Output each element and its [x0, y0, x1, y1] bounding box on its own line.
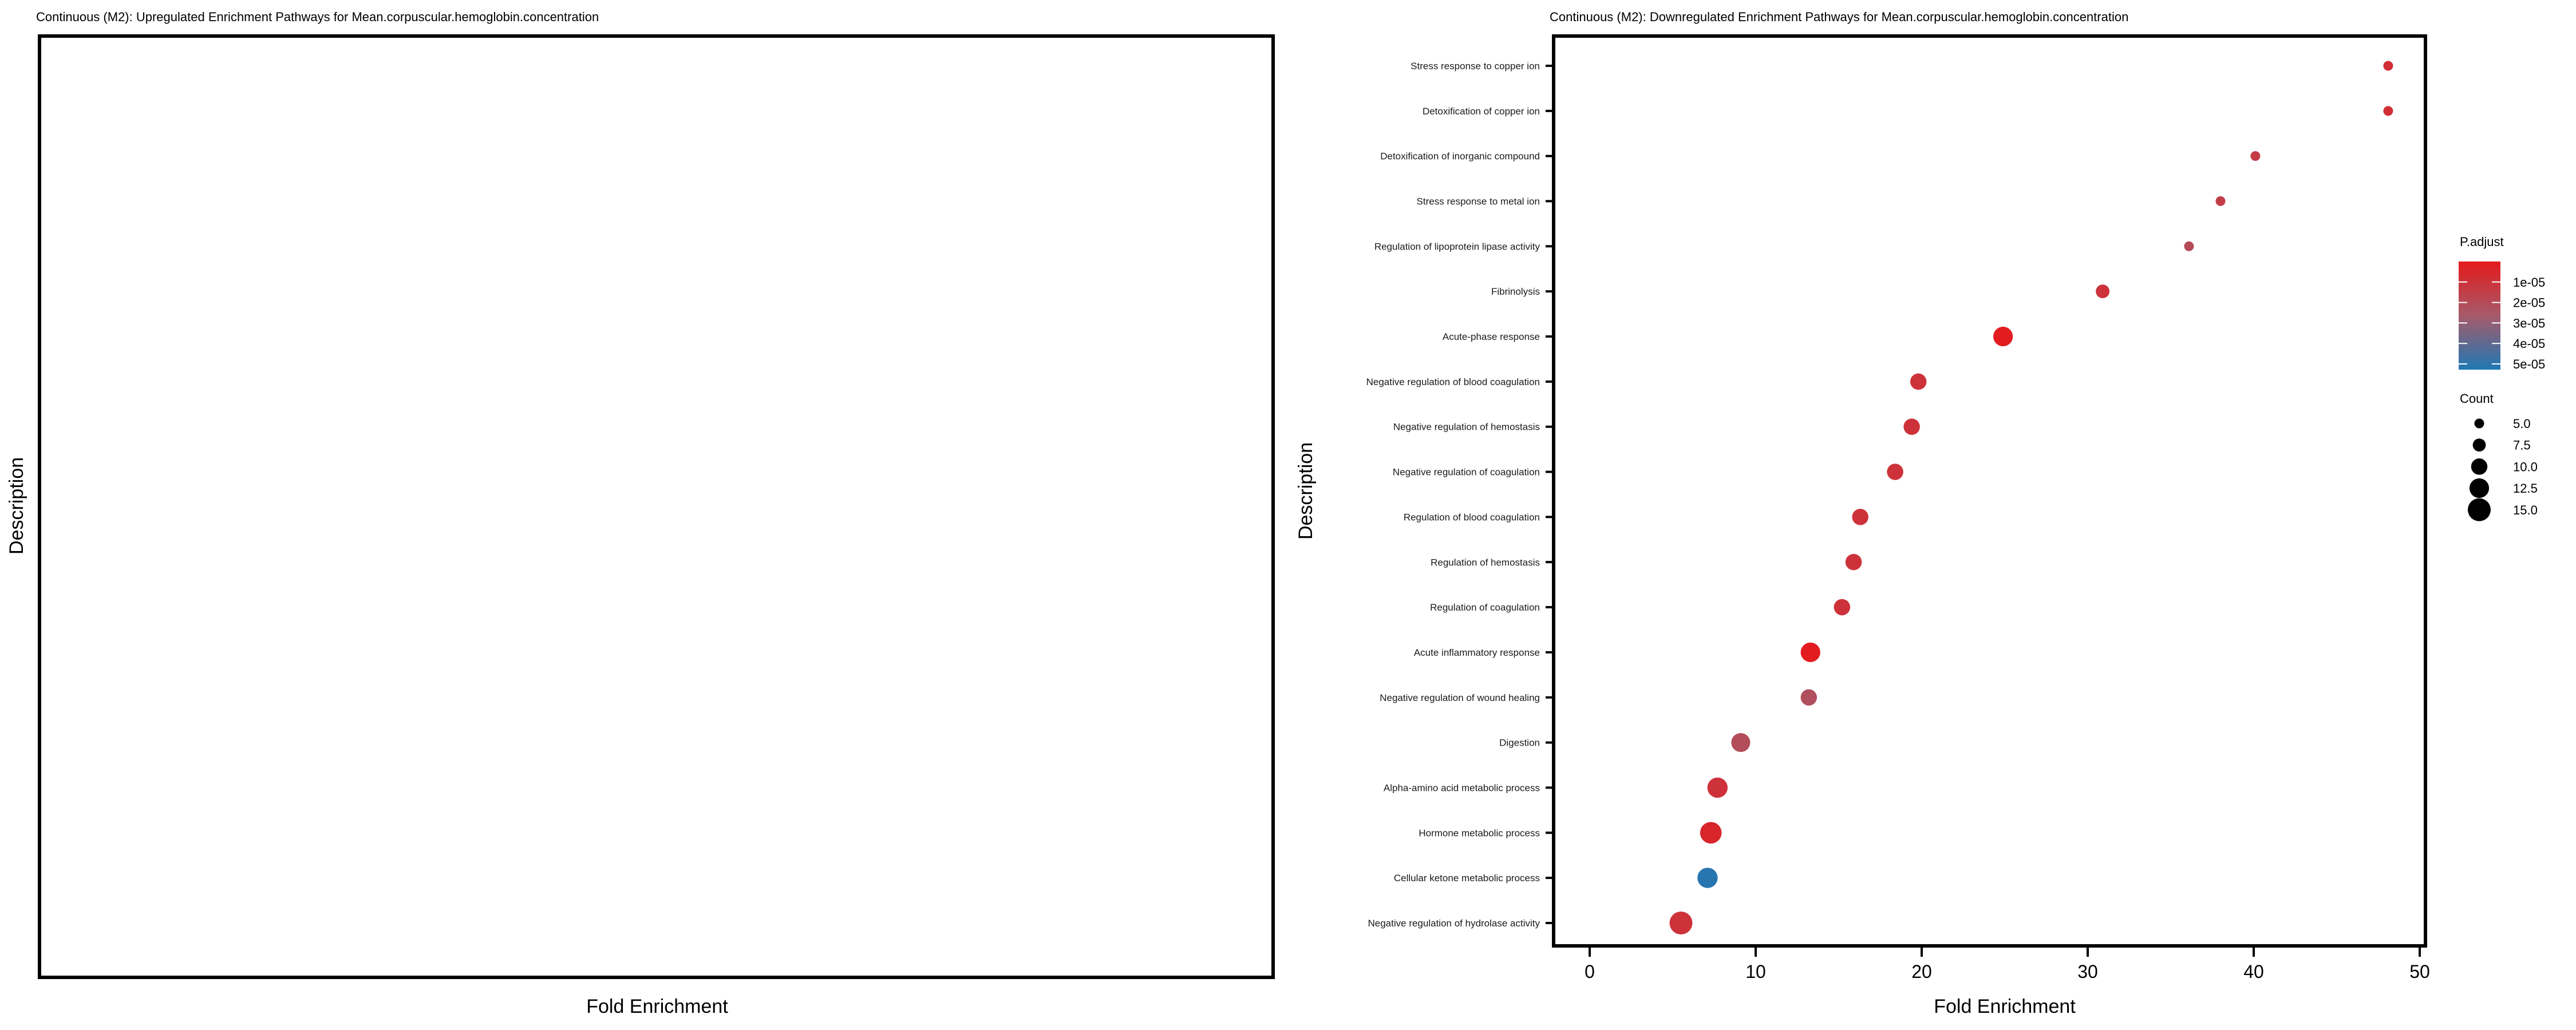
- size-key-label: 15.0: [2513, 503, 2538, 517]
- data-point: [1697, 867, 1718, 888]
- data-point: [1910, 373, 1927, 390]
- x-tick-label: 20: [1911, 961, 1932, 982]
- y-tick-label: Regulation of blood coagulation: [1404, 512, 1540, 522]
- right-y-axis-title: Description: [1295, 442, 1317, 540]
- y-tick-label: Negative regulation of hemostasis: [1393, 422, 1540, 433]
- color-tick-label: 4e-05: [2513, 336, 2545, 351]
- data-point: [1669, 912, 1693, 934]
- right-x-axis-title: Fold Enrichment: [1934, 996, 2076, 1017]
- y-tick-label: Negative regulation of coagulation: [1393, 467, 1540, 478]
- data-point: [1887, 464, 1903, 480]
- data-points: [1669, 61, 2393, 934]
- data-point: [1700, 822, 1722, 844]
- data-point: [1800, 642, 1820, 663]
- data-point: [1852, 509, 1868, 525]
- size-key-label: 5.0: [2513, 417, 2531, 431]
- y-tick-label: Negative regulation of blood coagulation: [1366, 377, 1540, 387]
- y-tick-label: Stress response to metal ion: [1417, 196, 1540, 207]
- data-point: [1993, 326, 2013, 347]
- color-bar: [2459, 262, 2500, 370]
- color-tick-label: 3e-05: [2513, 316, 2545, 330]
- y-tick-label: Regulation of hemostasis: [1431, 557, 1540, 568]
- size-key-label: 12.5: [2513, 481, 2538, 496]
- y-tick-label: Hormone metabolic process: [1419, 827, 1540, 838]
- y-tick-label: Negative regulation of wound healing: [1380, 692, 1540, 703]
- y-tick-label: Negative regulation of hydrolase activit…: [1368, 918, 1540, 929]
- size-key-label: 7.5: [2513, 438, 2531, 453]
- left-panel-title: Continuous (M2): Upregulated Enrichment …: [36, 10, 599, 24]
- x-tick-label: 50: [2409, 961, 2430, 982]
- data-point: [2096, 284, 2110, 299]
- color-tick-label: 2e-05: [2513, 296, 2545, 310]
- y-tick-label: Detoxification of inorganic compound: [1380, 151, 1540, 162]
- y-axis-labels: Stress response to copper ion Detoxificat…: [1366, 61, 1554, 929]
- y-tick-label: Fibrinolysis: [1491, 286, 1540, 297]
- y-tick-label: Alpha-amino acid metabolic process: [1384, 782, 1540, 793]
- left-plot-area: [38, 34, 1275, 979]
- y-tick-label: Regulation of lipoprotein lipase activit…: [1374, 241, 1540, 252]
- left-y-axis-title: Description: [6, 457, 27, 554]
- data-point: [1800, 689, 1818, 706]
- right-plot-area: [1552, 34, 2427, 948]
- right-panel: Continuous (M2): Downregulated Enrichmen…: [1295, 10, 2430, 1017]
- data-point: [2383, 106, 2393, 116]
- size-legend-keys: 5.0 7.5 10.0 12.5 15.0: [2468, 417, 2538, 521]
- x-tick-label: 30: [2077, 961, 2098, 982]
- y-tick-label: Acute-phase response: [1443, 331, 1540, 342]
- left-panel: Continuous (M2): Upregulated Enrichment …: [6, 10, 1275, 1017]
- y-tick-label: Digestion: [1499, 738, 1540, 748]
- x-tick-label: 0: [1585, 961, 1595, 982]
- size-key-dot: [2471, 458, 2488, 475]
- color-legend-title: P.adjust: [2460, 235, 2504, 249]
- x-tick-label: 10: [1745, 961, 1766, 982]
- data-point: [2215, 196, 2226, 207]
- y-tick-label: Cellular ketone metabolic process: [1394, 873, 1540, 884]
- data-point: [2184, 241, 2194, 251]
- legend: P.adjust 1e-05 2e-05 3e-05 4e-05 5e-05 Count…: [2459, 235, 2545, 521]
- y-tick-label: Stress response to copper ion: [1411, 61, 1540, 72]
- data-point: [1903, 418, 1920, 435]
- right-panel-title: Continuous (M2): Downregulated Enrichmen…: [1550, 10, 2128, 24]
- y-tick-label: Acute inflammatory response: [1414, 647, 1540, 658]
- color-tick-label: 5e-05: [2513, 357, 2545, 371]
- data-point: [1845, 554, 1862, 571]
- data-point: [1731, 733, 1751, 752]
- size-legend-title: Count: [2460, 391, 2494, 406]
- data-point: [2250, 151, 2261, 161]
- color-legend-ticks: 1e-05 2e-05 3e-05 4e-05 5e-05: [2459, 275, 2545, 371]
- y-tick-label: Detoxification of copper ion: [1423, 106, 1540, 117]
- size-key-dot: [2468, 498, 2491, 521]
- data-point: [1707, 777, 1728, 798]
- y-tick-label: Regulation of coagulation: [1430, 602, 1540, 613]
- size-key-label: 10.0: [2513, 459, 2538, 474]
- size-key-dot: [2474, 418, 2484, 429]
- size-key-dot: [2469, 478, 2490, 498]
- color-tick-label: 1e-05: [2513, 275, 2545, 290]
- x-tick-label: 40: [2243, 961, 2264, 982]
- size-key-dot: [2472, 438, 2486, 452]
- data-point: [2383, 61, 2393, 71]
- data-point: [1834, 599, 1851, 616]
- x-axis-ticks: 0 10 20 30 40 50: [1585, 948, 2430, 982]
- left-x-axis-title: Fold Enrichment: [586, 996, 728, 1017]
